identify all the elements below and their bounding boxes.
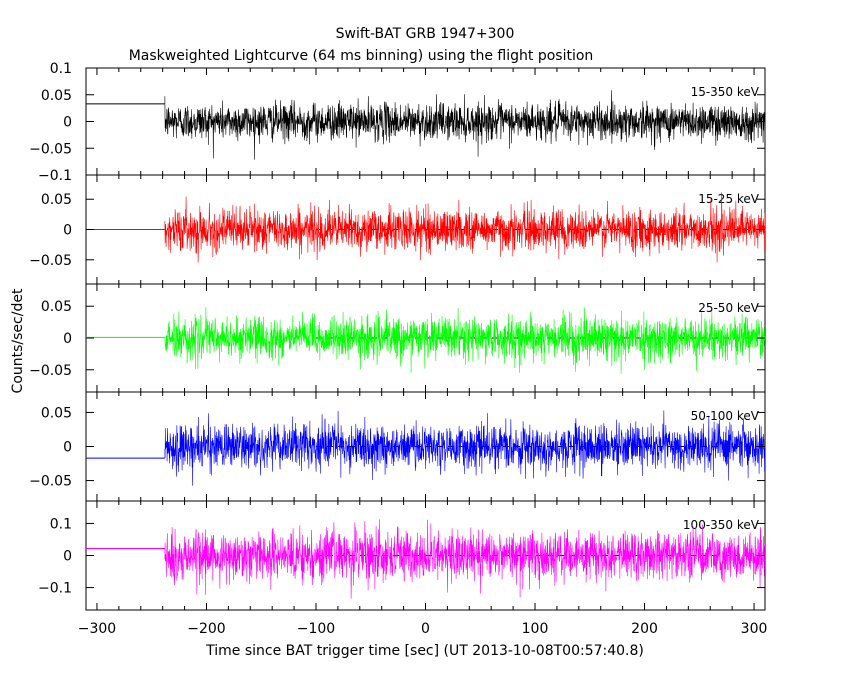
y-tick-label: −0.05 bbox=[29, 141, 72, 157]
lightcurve-series bbox=[164, 90, 766, 160]
lightcurve-series bbox=[164, 192, 766, 263]
lightcurve-series bbox=[164, 519, 766, 599]
y-tick-label: 0 bbox=[63, 115, 72, 131]
y-tick-label: −0.1 bbox=[38, 581, 72, 597]
band-label: 15-25 keV bbox=[698, 192, 760, 206]
y-tick-label: 0 bbox=[63, 331, 72, 347]
y-tick-label: 0.05 bbox=[41, 405, 72, 421]
x-tick-label: 0 bbox=[421, 621, 430, 637]
x-tick-label: −300 bbox=[78, 621, 116, 637]
y-tick-label: 0 bbox=[63, 440, 72, 456]
panel-1: 15-350 keV 0.1 0.05 0 −0.05 −0.1 bbox=[29, 61, 766, 184]
panel-4: 50-100 keV 0.05 0 −0.05 bbox=[29, 391, 766, 502]
x-tick-label: 200 bbox=[631, 621, 658, 637]
y-tick-label: −0.05 bbox=[29, 474, 72, 490]
y-tick-label: 0 bbox=[63, 549, 72, 565]
x-tick-label: −100 bbox=[297, 621, 335, 637]
y-tick-label: 0.05 bbox=[41, 192, 72, 208]
y-tick-label: −0.05 bbox=[29, 363, 72, 379]
y-tick-label: −0.1 bbox=[38, 168, 72, 184]
y-tick-label: 0.05 bbox=[41, 88, 72, 104]
x-tick-label: 100 bbox=[522, 621, 549, 637]
y-tick-label: 0 bbox=[63, 223, 72, 239]
y-tick-label: 0.05 bbox=[41, 299, 72, 315]
panel-3: 25-50 keV 0.05 0 −0.05 bbox=[29, 283, 766, 393]
band-label: 15-350 keV bbox=[691, 85, 760, 99]
band-label: 25-50 keV bbox=[698, 301, 760, 315]
chart-title: Swift-BAT GRB 1947+300 bbox=[336, 26, 515, 42]
y-tick-label: 0.1 bbox=[50, 61, 72, 77]
band-label: 100-350 keV bbox=[683, 518, 760, 532]
panel-2: 15-25 keV 0.05 0 −0.05 bbox=[29, 174, 766, 285]
lightcurve-series bbox=[164, 410, 766, 486]
panels-group: 15-350 keV 0.1 0.05 0 −0.05 −0.1 15-25 keV 0.05… bbox=[29, 61, 767, 637]
y-axis-label: Counts/sec/det bbox=[10, 288, 26, 393]
x-tick-label: 300 bbox=[741, 621, 768, 637]
panel-5: 100-350 keV 0.1 0 −0.1 bbox=[38, 500, 766, 611]
lightcurve-series bbox=[164, 307, 766, 374]
x-axis-label: Time since BAT trigger time [sec] (UT 20… bbox=[205, 643, 644, 659]
band-label: 50-100 keV bbox=[691, 409, 760, 423]
chart-subtitle: Maskweighted Lightcurve (64 ms binning) … bbox=[129, 48, 594, 64]
x-tick-label: −200 bbox=[187, 621, 225, 637]
y-tick-label: −0.05 bbox=[29, 253, 72, 269]
y-tick-label: 0.1 bbox=[50, 516, 72, 532]
